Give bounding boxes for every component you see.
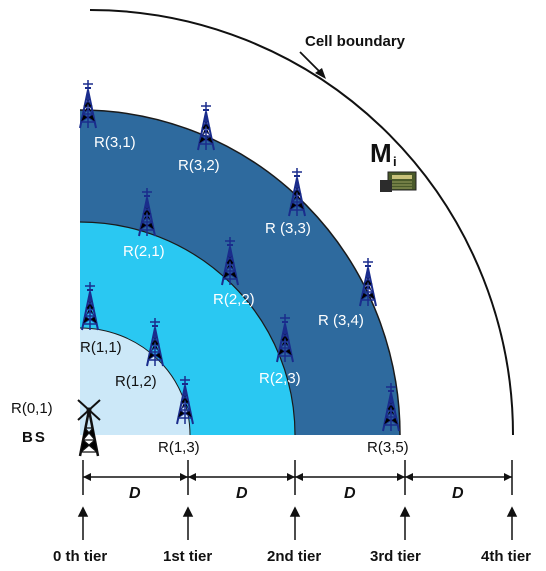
spacing-label-3: D bbox=[344, 485, 356, 502]
mobile-label: M bbox=[370, 138, 392, 168]
relay-label-r23: R(2,3) bbox=[259, 370, 301, 387]
distance-axis bbox=[82, 460, 513, 495]
relay-label-r32: R(3,2) bbox=[178, 157, 220, 174]
relay-label-r34: R (3,4) bbox=[318, 312, 364, 329]
spacing-label-2: D bbox=[236, 485, 248, 502]
relay-tower-r31 bbox=[79, 79, 97, 129]
relay-label-r22: R(2,2) bbox=[213, 291, 255, 308]
relay-label-r31: R(3,1) bbox=[94, 134, 136, 151]
tier-label-1: 1st tier bbox=[163, 548, 212, 565]
base-station-icon bbox=[77, 399, 101, 457]
relay-label-r01: R(0,1) bbox=[11, 400, 53, 417]
tier-label-2: 2nd tier bbox=[267, 548, 321, 565]
tier-label-4: 4th tier bbox=[481, 548, 531, 565]
spacing-label-4: D bbox=[452, 485, 464, 502]
relay-label-r35: R(3,5) bbox=[367, 439, 409, 456]
relay-tower-r32 bbox=[197, 101, 215, 151]
relay-label-r12: R(1,2) bbox=[115, 373, 157, 390]
mobile-device-icon bbox=[380, 171, 417, 192]
cell-boundary-label: Cell boundary bbox=[305, 33, 406, 50]
cell-boundary-arc bbox=[89, 9, 514, 436]
tier1-region bbox=[80, 328, 190, 435]
bs-label: BS bbox=[22, 429, 47, 446]
tier-arrows bbox=[77, 506, 518, 540]
relay-label-r33: R (3,3) bbox=[265, 220, 311, 237]
spacing-label-1: D bbox=[129, 485, 141, 502]
mobile-subscript: i bbox=[393, 154, 397, 169]
tier-label-0: 0 th tier bbox=[53, 548, 107, 565]
relay-label-r11: R(1,1) bbox=[80, 339, 122, 356]
mobile-station: M i bbox=[370, 138, 417, 192]
relay-label-r13: R(1,3) bbox=[158, 439, 200, 456]
tier-label-3: 3rd tier bbox=[370, 548, 421, 565]
relay-label-r21: R(2,1) bbox=[123, 243, 165, 260]
